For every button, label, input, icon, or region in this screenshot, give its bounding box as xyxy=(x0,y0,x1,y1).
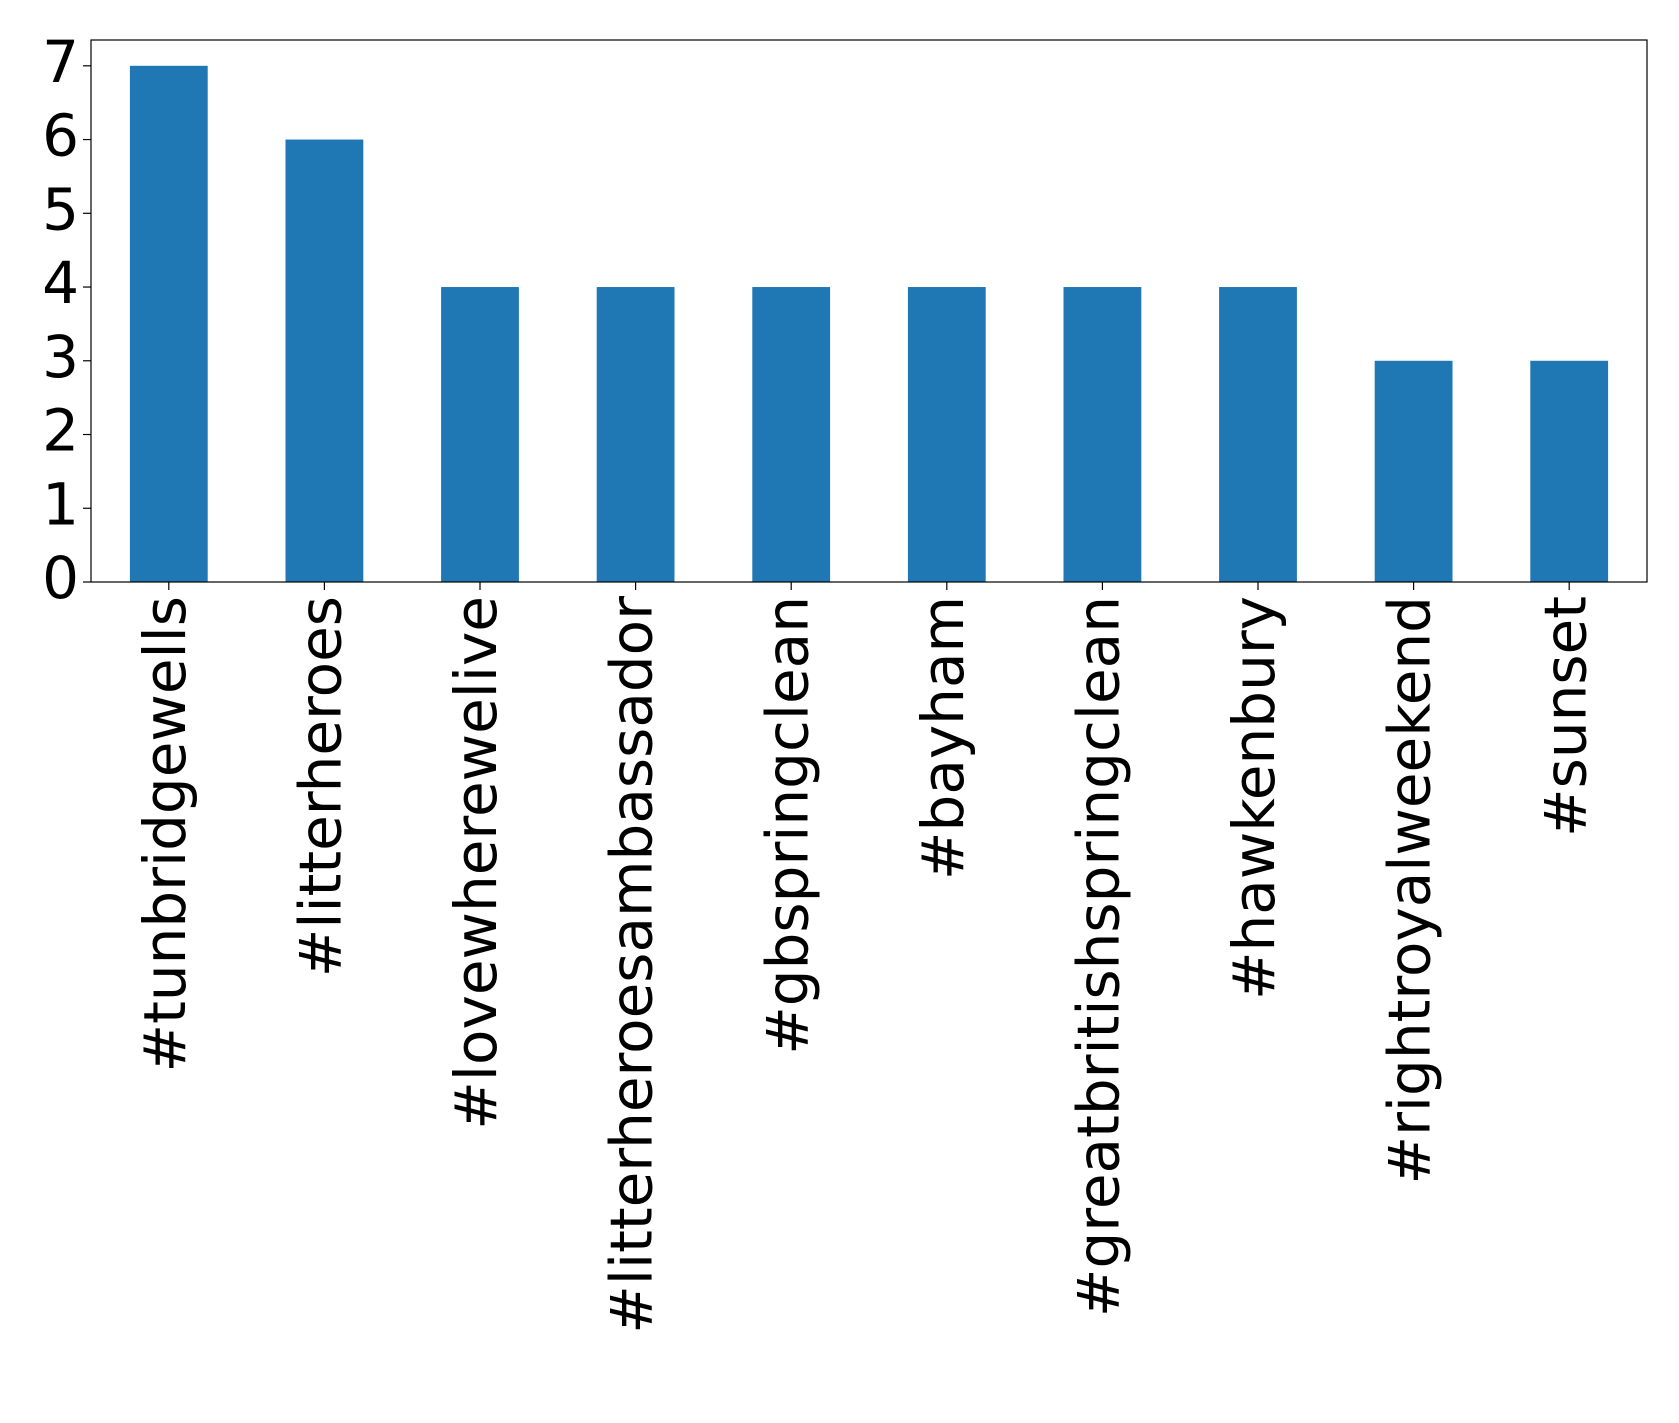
x-tick-label: #tunbridgewells xyxy=(131,596,199,1073)
x-tick-label: #lovewherewelive xyxy=(442,596,510,1130)
bar xyxy=(1063,287,1142,582)
y-tick-label: 3 xyxy=(42,323,79,391)
x-tick-label: #rightroyalweekend xyxy=(1376,596,1444,1185)
y-tick-label: 6 xyxy=(42,102,79,170)
y-tick-label: 7 xyxy=(42,28,79,96)
bar xyxy=(752,287,831,582)
y-tick-label: 2 xyxy=(42,397,79,465)
y-tick-label: 0 xyxy=(42,544,79,612)
x-tick-label: #sunset xyxy=(1531,596,1599,837)
plot-frame xyxy=(90,39,1648,583)
bar xyxy=(1374,360,1453,582)
bar xyxy=(1219,287,1297,582)
x-tick-label: #litterheroesambassador xyxy=(598,596,666,1334)
bar xyxy=(596,287,675,582)
x-tick-label: #greatbritishspringclean xyxy=(1065,596,1133,1317)
bar xyxy=(907,287,986,582)
bar xyxy=(1530,360,1609,582)
x-tick-label: #gbspringclean xyxy=(753,596,821,1055)
bar xyxy=(129,65,208,583)
x-tick-label: #hawkenbury xyxy=(1220,596,1288,1000)
y-tick-label: 5 xyxy=(42,175,79,243)
bar xyxy=(285,139,364,582)
bar xyxy=(441,287,519,582)
y-tick-label: 4 xyxy=(42,249,79,317)
x-tick-label: #litterheroes xyxy=(287,596,355,977)
y-tick-label: 1 xyxy=(42,470,79,538)
x-tick-label: #bayham xyxy=(909,596,977,880)
